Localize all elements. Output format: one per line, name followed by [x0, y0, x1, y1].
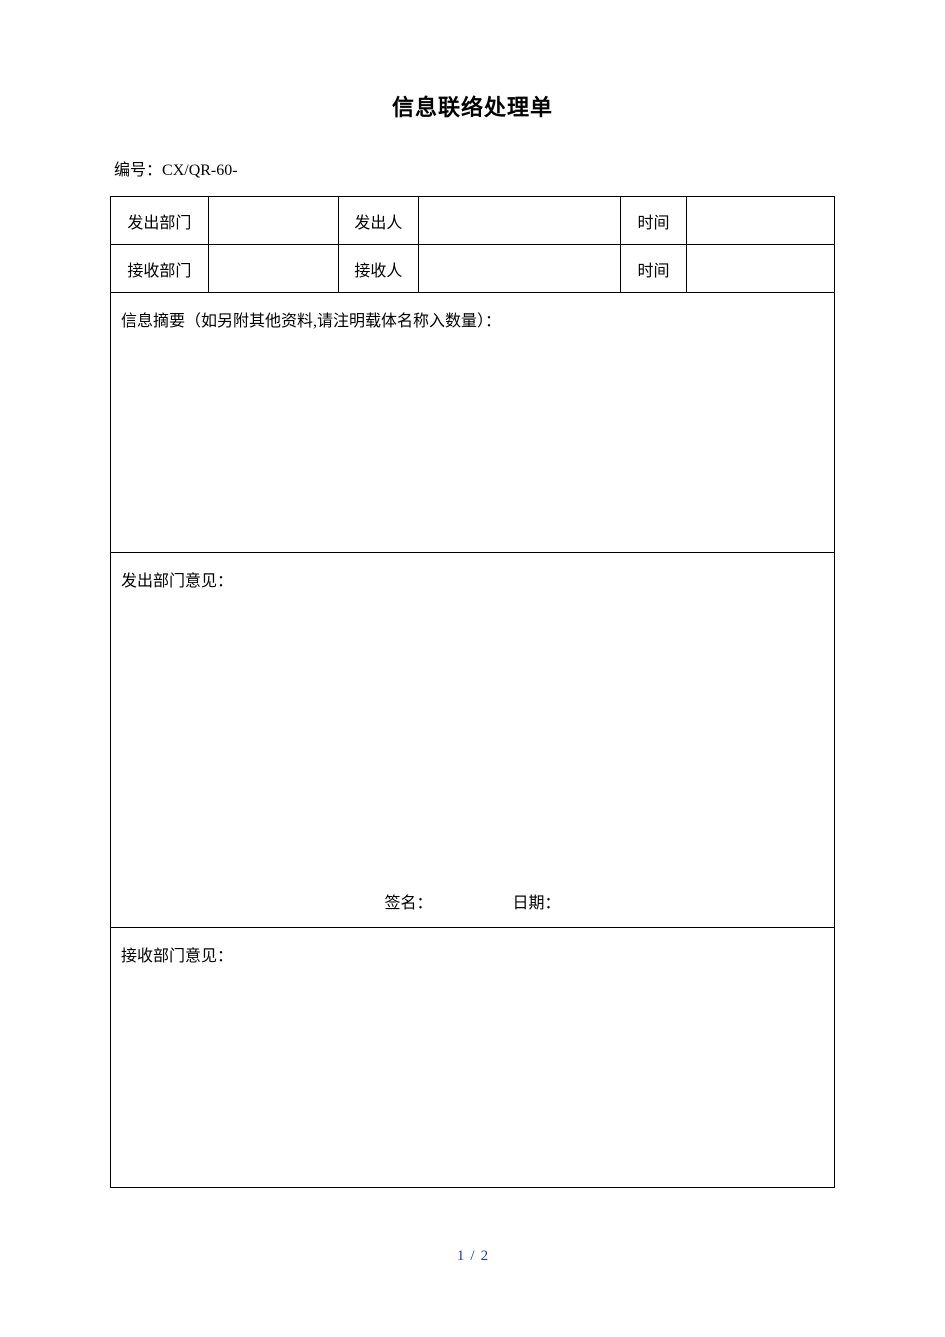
send-time-value [686, 197, 834, 245]
send-person-value [418, 197, 621, 245]
recv-person-value [418, 245, 621, 293]
page-current: 1 [457, 1248, 465, 1264]
sign-label: 签名： [384, 895, 432, 912]
document-title: 信息联络处理单 [110, 90, 835, 122]
recv-dept-value [208, 245, 338, 293]
page-number: 1 / 2 [0, 1248, 945, 1265]
doc-number-label: 编号： [114, 162, 162, 179]
table-row: 发出部门 发出人 时间 [111, 197, 835, 245]
recv-time-value [686, 245, 834, 293]
send-opinion-label: 发出部门意见： [121, 573, 233, 590]
recv-dept-label: 接收部门 [111, 245, 209, 293]
table-row: 接收部门 接收人 时间 [111, 245, 835, 293]
doc-number-value: CX/QR-60- [162, 162, 238, 179]
signature-line: 签名： 日期： [111, 889, 834, 913]
document-page: 信息联络处理单 编号：CX/QR-60- 发出部门 发出人 时间 接收部门 接收… [0, 0, 945, 1337]
summary-label: 信息摘要（如另附其他资料,请注明载体名称入数量）： [121, 313, 501, 330]
send-dept-value [208, 197, 338, 245]
recv-person-label: 接收人 [339, 245, 419, 293]
table-row: 接收部门意见： [111, 928, 835, 1188]
recv-opinion-section: 接收部门意见： [111, 928, 835, 1188]
date-label: 日期： [513, 895, 561, 912]
send-time-label: 时间 [621, 197, 686, 245]
send-dept-label: 发出部门 [111, 197, 209, 245]
send-person-label: 发出人 [339, 197, 419, 245]
page-slash: / [470, 1248, 474, 1264]
recv-opinion-label: 接收部门意见： [121, 948, 233, 965]
document-number: 编号：CX/QR-60- [114, 156, 835, 180]
form-table: 发出部门 发出人 时间 接收部门 接收人 时间 信息摘要（如另附其他资料,请注明… [110, 196, 835, 1188]
page-total: 2 [481, 1248, 489, 1264]
summary-section: 信息摘要（如另附其他资料,请注明载体名称入数量）： [111, 293, 835, 553]
table-row: 发出部门意见： 签名： 日期： [111, 553, 835, 928]
recv-time-label: 时间 [621, 245, 686, 293]
send-opinion-section: 发出部门意见： 签名： 日期： [111, 553, 835, 928]
table-row: 信息摘要（如另附其他资料,请注明载体名称入数量）： [111, 293, 835, 553]
